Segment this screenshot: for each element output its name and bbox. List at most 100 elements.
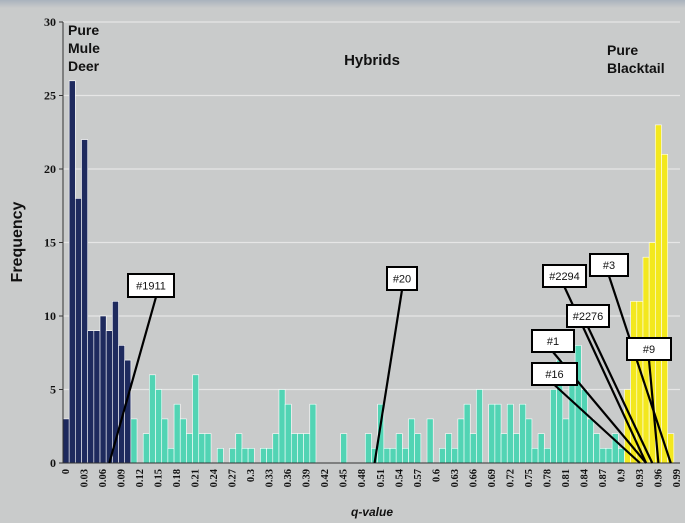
bar bbox=[309, 403, 317, 464]
bar bbox=[297, 433, 304, 464]
x-tick-label: 0.6 bbox=[431, 469, 442, 482]
bar bbox=[506, 403, 514, 464]
bar bbox=[105, 330, 113, 464]
bar bbox=[457, 418, 465, 464]
sample-annotations: #1911 #20 #2294 #3 #2276 #1 #9 #16 bbox=[108, 253, 672, 464]
bar bbox=[580, 389, 588, 464]
region-labels: Pure Mule Deer Hybrids Pure Blacktail bbox=[68, 22, 665, 76]
top-band bbox=[0, 0, 685, 8]
bar bbox=[587, 418, 594, 464]
y-axis-label: Frequency bbox=[9, 201, 26, 282]
x-tick-label: 0 bbox=[61, 469, 72, 474]
bar bbox=[142, 433, 150, 464]
bar bbox=[395, 433, 403, 464]
y-tick-label: 5 bbox=[50, 383, 56, 397]
bar bbox=[290, 433, 298, 464]
bar bbox=[241, 447, 249, 464]
x-tick-label: 0.12 bbox=[135, 469, 146, 487]
y-tick-label: 15 bbox=[44, 236, 56, 250]
bar bbox=[216, 447, 224, 464]
bar bbox=[605, 447, 613, 464]
bar bbox=[383, 447, 391, 464]
annotation-box bbox=[542, 264, 587, 288]
annotation-label: #1 bbox=[547, 336, 559, 348]
annotation-box bbox=[127, 273, 175, 298]
bar bbox=[488, 403, 496, 464]
annotation-box bbox=[531, 329, 575, 353]
x-tick-label: 0.63 bbox=[450, 469, 461, 487]
bar bbox=[402, 447, 409, 464]
x-tick-label: 0.21 bbox=[191, 469, 202, 487]
bar bbox=[599, 447, 607, 464]
bar bbox=[266, 447, 274, 464]
x-tick-label: 0.09 bbox=[117, 469, 128, 487]
y-tick-label: 25 bbox=[44, 89, 56, 103]
x-tick-label: 0.81 bbox=[561, 469, 572, 487]
y-tick-label: 0 bbox=[50, 456, 56, 470]
x-tick-label: 0.15 bbox=[154, 469, 165, 487]
x-tick-label: 0.03 bbox=[80, 469, 91, 487]
bar bbox=[476, 389, 483, 464]
bar bbox=[124, 359, 132, 464]
bar bbox=[247, 447, 255, 464]
bar bbox=[655, 124, 662, 464]
x-tick-label: 0.18 bbox=[172, 469, 183, 487]
annotation-leader-line bbox=[108, 296, 158, 464]
annotation-box bbox=[626, 337, 672, 361]
bar bbox=[130, 418, 138, 464]
x-tick-label: 0.57 bbox=[413, 469, 424, 487]
bar bbox=[513, 433, 520, 464]
bar bbox=[426, 418, 434, 464]
x-tick-label: 0.27 bbox=[228, 469, 239, 487]
bar bbox=[284, 403, 292, 464]
x-tick-label: 0.9 bbox=[616, 469, 627, 482]
bar bbox=[75, 198, 82, 464]
bar bbox=[451, 447, 459, 464]
annotation-label: #9 bbox=[643, 344, 655, 356]
bar bbox=[81, 139, 88, 464]
annotation-label: #20 bbox=[393, 274, 411, 286]
y-tick-label: 20 bbox=[44, 162, 56, 176]
x-tick-label: 0.48 bbox=[357, 469, 368, 487]
bar bbox=[550, 389, 557, 464]
x-tick-label: 0.24 bbox=[209, 468, 220, 487]
x-tick-label: 0.66 bbox=[468, 469, 479, 487]
bar bbox=[525, 418, 533, 464]
region-label-blacktail: Blacktail bbox=[607, 60, 665, 76]
region-label-mule: Mule bbox=[68, 40, 100, 56]
bar bbox=[537, 433, 545, 464]
x-tick-label: 0.39 bbox=[302, 469, 313, 487]
annotation-label: #2294 bbox=[549, 271, 580, 283]
bar bbox=[155, 389, 163, 464]
bar bbox=[87, 330, 95, 464]
region-label-mule: Deer bbox=[68, 58, 100, 74]
bar bbox=[414, 433, 422, 464]
bar bbox=[272, 433, 280, 464]
bar bbox=[235, 433, 243, 464]
bar bbox=[340, 433, 348, 464]
bar bbox=[68, 80, 76, 464]
bar bbox=[389, 447, 397, 464]
bar bbox=[519, 403, 527, 464]
x-axis-label: q-value bbox=[351, 505, 393, 519]
x-tick-label: 0.54 bbox=[394, 468, 405, 487]
bar bbox=[179, 418, 187, 464]
bar bbox=[161, 418, 169, 464]
x-tick-label: 0.42 bbox=[320, 469, 331, 487]
x-tick-label: 0.06 bbox=[98, 469, 109, 487]
y-tick-label: 10 bbox=[44, 309, 56, 323]
annotation-label: #3 bbox=[603, 260, 615, 272]
x-tick-label: 0.93 bbox=[635, 469, 646, 487]
bar bbox=[93, 330, 101, 464]
bar bbox=[408, 418, 415, 464]
annotation-label: #1911 bbox=[136, 281, 166, 293]
y-tick-labels: 0 5 10 15 20 25 30 bbox=[44, 15, 63, 470]
x-tick-labels: 0 0.03 0.06 0.09 0.12 0.15 0.18 0.21 0.24 0.27 0.3… bbox=[61, 468, 683, 487]
annotation-label: #16 bbox=[545, 369, 563, 381]
bar bbox=[118, 345, 125, 464]
annotation-box bbox=[566, 304, 610, 328]
bar bbox=[278, 389, 286, 464]
bar bbox=[229, 447, 237, 464]
annotation-leader-line bbox=[587, 326, 654, 464]
